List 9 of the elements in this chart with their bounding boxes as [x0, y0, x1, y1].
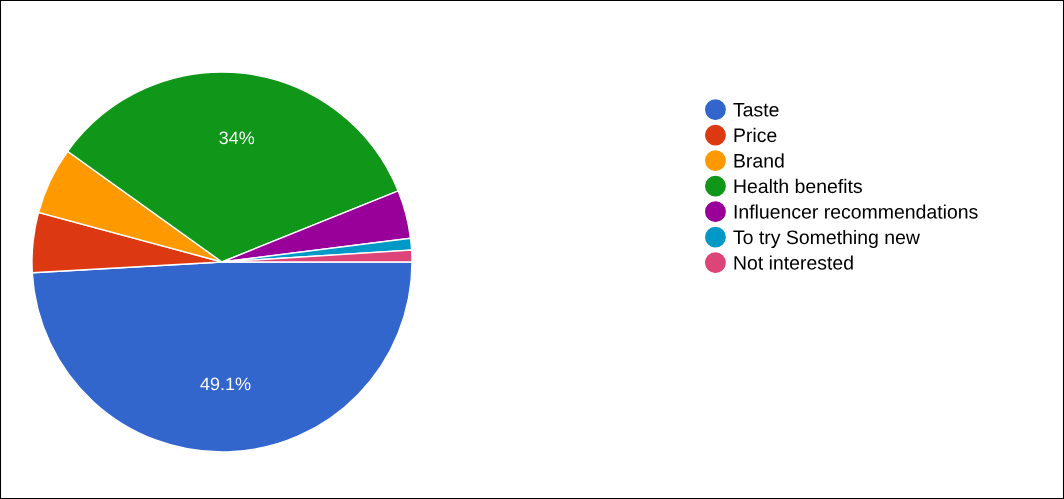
- legend-label: Not interested: [734, 255, 853, 270]
- legend-label: Brand: [734, 153, 784, 168]
- legend-label: To try Something new: [733, 229, 920, 249]
- legend-label: Price: [734, 127, 777, 143]
- legend-label: Influencer recommendations: [734, 204, 978, 219]
- legend-label: Taste: [733, 103, 779, 117]
- legend-label: Health benefits: [734, 178, 862, 194]
- data-label: 49.1%: [200, 377, 251, 391]
- data-label: 34%: [219, 131, 255, 145]
